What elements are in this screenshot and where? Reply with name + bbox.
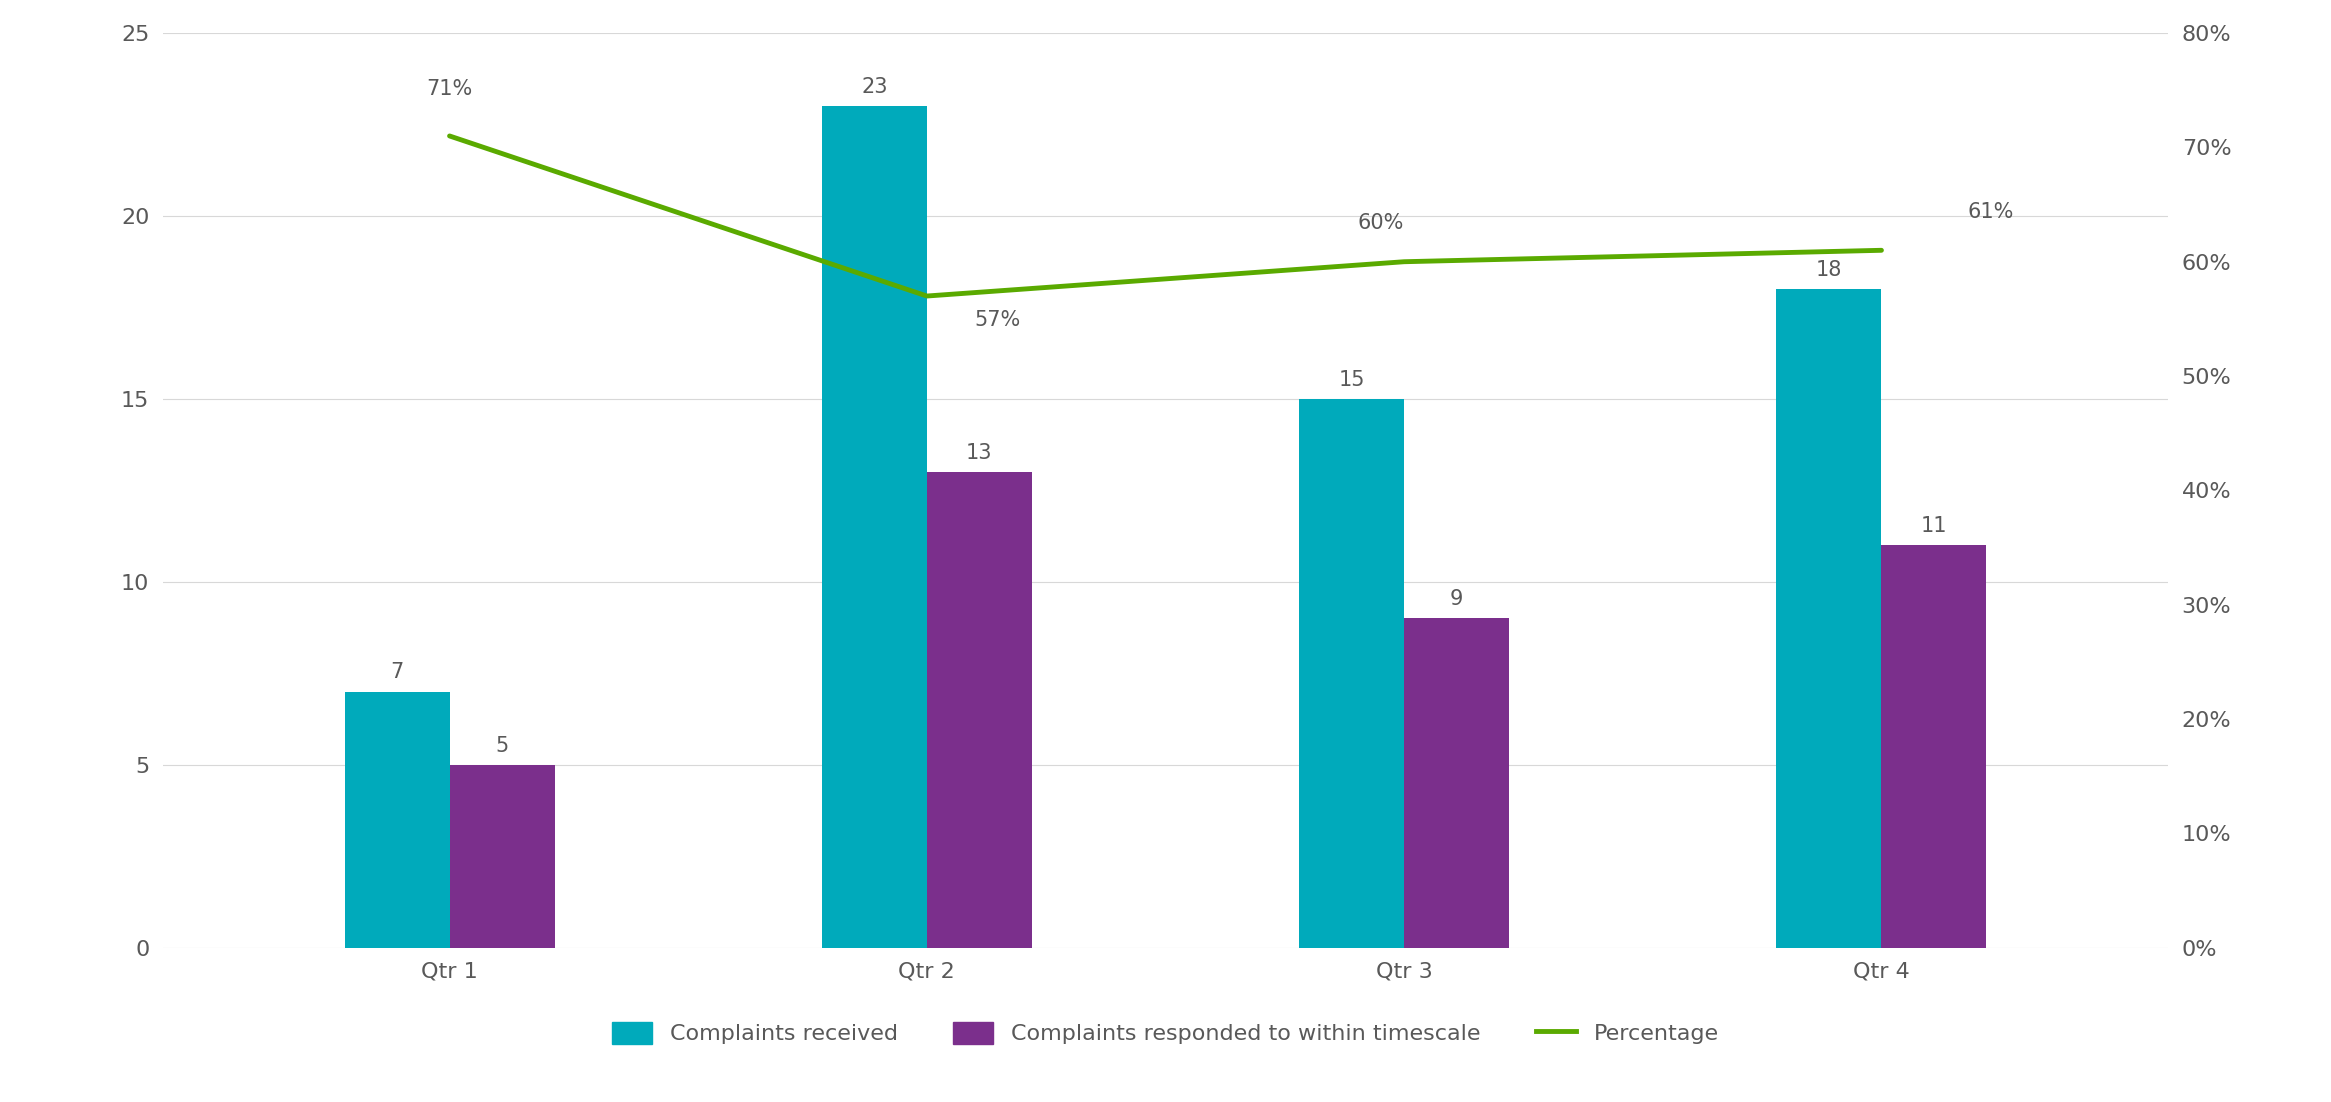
Text: 60%: 60% <box>1357 213 1403 234</box>
Bar <box>1776 289 1881 948</box>
Text: 11: 11 <box>1921 516 1946 536</box>
Text: 15: 15 <box>1338 370 1366 390</box>
Bar <box>1881 545 1986 948</box>
Bar <box>1403 618 1508 948</box>
Text: 9: 9 <box>1450 590 1464 609</box>
Legend: Complaints received, Complaints responded to within timescale, Percentage: Complaints received, Complaints responde… <box>601 1011 1730 1056</box>
Text: 18: 18 <box>1816 260 1841 280</box>
Text: 71%: 71% <box>427 79 473 99</box>
Bar <box>345 692 450 948</box>
Text: 13: 13 <box>965 443 993 463</box>
Text: 5: 5 <box>497 736 508 756</box>
Text: 57%: 57% <box>974 311 1021 331</box>
Text: 61%: 61% <box>1967 202 2014 222</box>
Text: 7: 7 <box>389 662 403 682</box>
Bar <box>450 765 555 948</box>
Bar <box>1298 399 1403 948</box>
Text: 23: 23 <box>860 77 888 97</box>
Bar <box>928 472 1033 948</box>
Bar <box>823 106 928 948</box>
